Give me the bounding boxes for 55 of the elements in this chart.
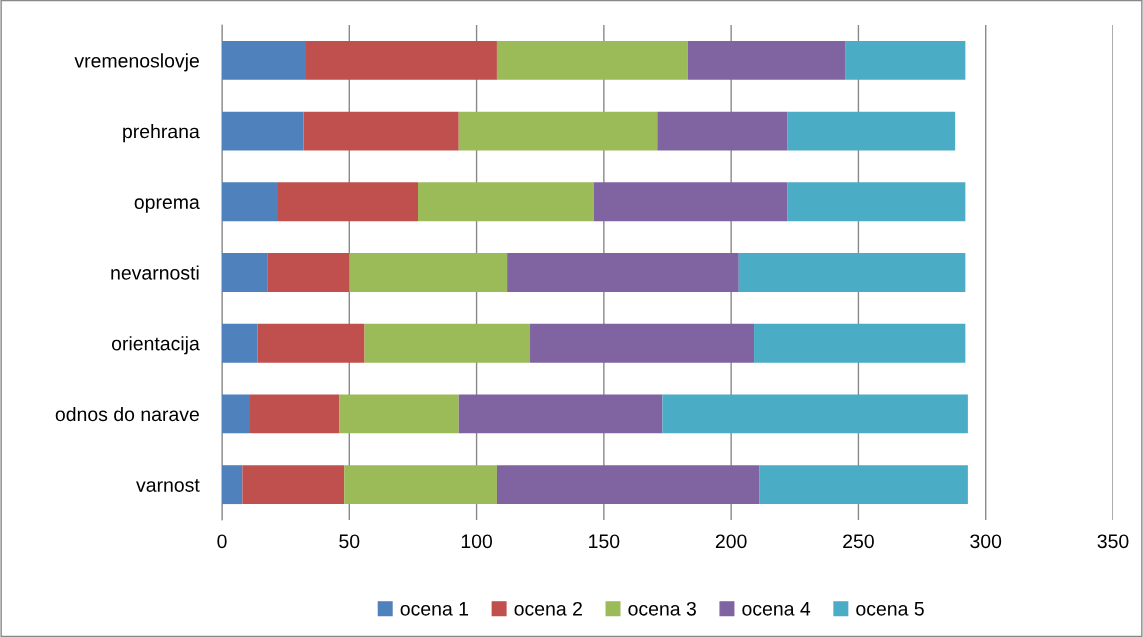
x-tick-label: 200 [715,534,747,549]
bar [267,253,350,292]
bar [759,465,968,505]
bar [222,465,243,505]
y-tick-label: nevarnosti [111,265,199,280]
bar [738,253,966,292]
bar [222,40,307,80]
x-tick-label: 0 [217,534,227,549]
bar [754,323,966,363]
bar [458,111,658,151]
bar [458,394,663,434]
bar [530,323,755,363]
bar [787,111,956,151]
bar [222,394,250,434]
bar [496,40,688,80]
x-tick-label: 50 [339,534,360,549]
bar [845,40,966,80]
bar [593,182,788,222]
bar [687,40,846,80]
y-tick-label: vremenoslovje [74,53,199,72]
x-tick-label: 250 [843,534,874,549]
bar [242,465,345,505]
x-tick-label: 350 [1097,534,1129,549]
x-tick-label: 300 [970,534,1002,549]
bar [222,182,279,222]
y-tick-label: prehrana [123,124,200,143]
legend-label: ocena 2 [514,601,582,616]
bar [787,182,966,222]
bar [662,394,968,434]
x-tick-label: 100 [461,534,493,549]
bar [222,111,304,151]
legend-label: ocena 3 [628,601,696,616]
bar [339,394,459,434]
bar [418,182,594,222]
y-tick-label: odnos do narave [55,406,199,422]
bar [364,323,531,363]
legend-label: ocena 4 [742,602,811,616]
x-tick-label: 150 [589,534,620,549]
y-tick-label: orientacija [111,336,200,355]
legend-label: ocena 1 [400,602,469,616]
bar [278,182,419,222]
bar [344,465,497,505]
bar [496,465,760,505]
y-tick-label: varnost [136,479,200,492]
bar [657,111,788,151]
bar [303,111,459,151]
bar [222,323,258,363]
bar [349,253,508,292]
bar [507,253,739,292]
legend-label: ocena 5 [856,602,924,616]
bar [257,323,365,363]
bar [306,40,497,80]
bar [222,253,268,292]
y-tick-label: oprema [134,198,200,213]
bar [250,394,340,434]
